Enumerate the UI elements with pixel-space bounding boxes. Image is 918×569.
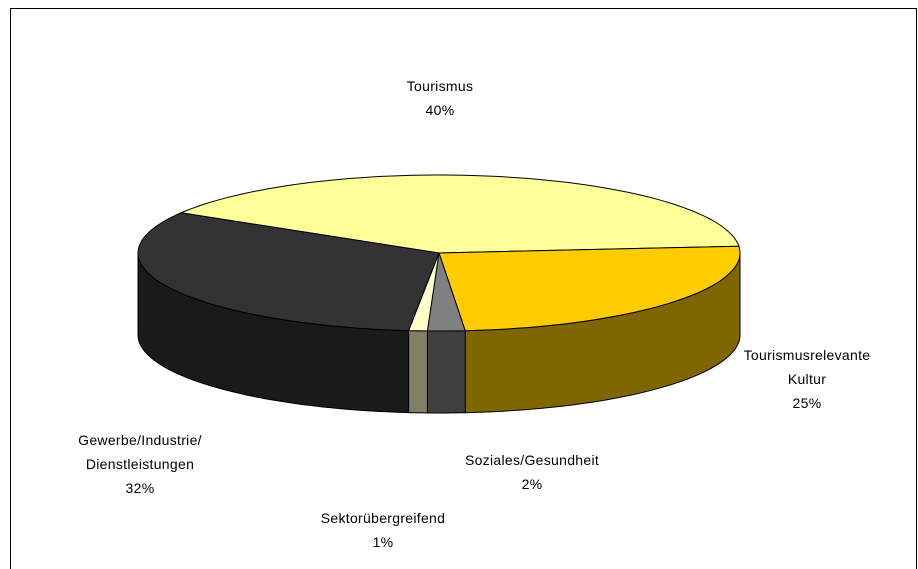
slice-label: Soziales/Gesundheit 2% [465,448,599,496]
slice-side [426,330,466,414]
value-label: 25% [792,395,822,411]
slice-label: Sektorübergreifend 1% [321,506,445,554]
slice-label: Gewerbe/Industrie/ Dienstleistungen 32% [55,428,225,500]
category-label: Soziales/Gesundheit [464,452,600,468]
slice-label: Tourismus 40% [407,74,474,122]
slice-label: Tourismusrelevante Kultur 25% [732,343,882,415]
value-label: 1% [372,534,394,550]
value-label: 2% [521,476,543,492]
slice [438,245,741,332]
slice-side [408,330,428,414]
category-label: Gewerbe/Industrie/ Dienstleistungen [78,432,202,472]
value-label: 40% [425,102,455,118]
value-label: 32% [125,480,155,496]
slice [137,212,440,332]
category-label: Tourismusrelevante Kultur [743,347,871,387]
category-label: Sektorübergreifend [320,510,446,526]
category-label: Tourismus [406,78,474,94]
slice [179,174,740,254]
